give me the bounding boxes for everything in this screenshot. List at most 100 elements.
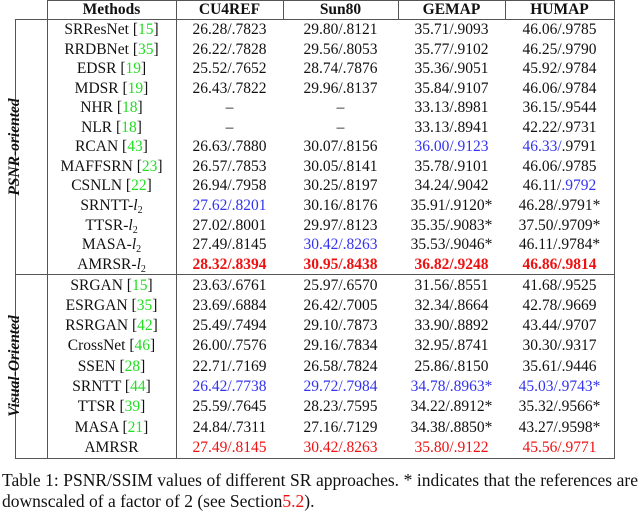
value-cell-sun80: 29.56/.8053 — [303, 40, 378, 58]
method-label: SRNTT — [72, 378, 122, 395]
methods-column-rule — [176, 0, 177, 459]
value-cell-cu4ref: 24.84/.7311 — [192, 418, 267, 436]
results-table: Methods CU4REF Sun80 GEMAP HUMAP PSNR-or… — [6, 0, 615, 459]
citation-link[interactable]: 21 — [127, 418, 144, 436]
value-cell-sun80: 26.58/.7824 — [303, 357, 378, 375]
citation-link[interactable]: 43 — [127, 138, 143, 156]
value-cell-cu4ref: 25.59/.7645 — [192, 398, 267, 416]
citation-link[interactable]: 18 — [122, 99, 138, 117]
table-left-rule — [15, 19, 16, 459]
value-cell-gemap: 35.84/.9107 — [414, 79, 489, 97]
citation-link[interactable]: 23 — [141, 157, 158, 175]
method-label: MAFFSRN — [60, 157, 133, 175]
value-cell-cu4ref: 27.49/.8145 — [192, 438, 267, 456]
citation-link[interactable]: 44 — [130, 378, 146, 395]
value-cell-gemap: 35.78/.9101 — [414, 157, 489, 175]
method-name: SRNTT [44] — [72, 378, 151, 395]
value-cell-cu4ref: – — [225, 118, 234, 136]
value-cell-humap: 43.44/.9707 — [522, 317, 597, 335]
method-label: MASA — [74, 418, 119, 436]
header-cu4ref: CU4REF — [198, 1, 261, 18]
table-caption: Table 1: PSNR/SSIM values of different S… — [2, 470, 638, 512]
value-cell-humap: 35.32/.9566* — [518, 398, 601, 416]
value-cell-sun80: 30.07/.8156 — [303, 138, 378, 156]
value-cell-cu4ref: 23.69/.6884 — [192, 296, 267, 314]
value-cell-humap: 46.25/.9790 — [522, 40, 597, 58]
value-cell-gemap: 35.80/.9122 — [414, 438, 489, 456]
citation-link[interactable]: 46 — [134, 337, 151, 355]
method-name: SRResNet [15] — [64, 21, 159, 38]
method-name: EDSR [19] — [76, 60, 147, 78]
method-label: MDSR — [74, 79, 119, 97]
caption-suffix: ). — [304, 491, 315, 511]
citation-link[interactable]: 15 — [137, 21, 154, 38]
l2-subscript: l2 — [133, 196, 143, 216]
citation-link[interactable]: 35 — [137, 40, 154, 58]
method-name: CrossNet [46] — [67, 337, 156, 355]
value-cell-humap: 42.78/.9669 — [522, 296, 597, 314]
citation-link[interactable]: 35 — [136, 296, 153, 314]
value-cell-humap: 46.06/.9784 — [522, 79, 597, 97]
method-label: SRNTT- — [80, 196, 134, 214]
citation-link[interactable]: 22 — [131, 177, 147, 195]
header-gemap-humap-rule — [505, 0, 506, 19]
value-cell-humap: 46.06/.9785 — [522, 21, 597, 38]
method-name: AMRSR-l2 — [47, 255, 176, 275]
value-cell-gemap: 35.35/.9083* — [410, 216, 493, 234]
value-cell-cu4ref: 26.42/.7738 — [192, 378, 267, 395]
value-cell-sun80: 30.16/.8176 — [303, 196, 378, 214]
value-cell-gemap: 33.13/.8941 — [414, 118, 489, 136]
value-cell-gemap: 34.24/.9042 — [414, 177, 489, 195]
value-cell-cu4ref: 25.49/.7494 — [192, 317, 267, 335]
value-cell-gemap: 34.38/.8850* — [410, 418, 493, 436]
value-cell-humap: 42.22/.9731 — [522, 118, 597, 136]
value-cell-cu4ref: 23.63/.6761 — [192, 276, 267, 294]
citation-link[interactable]: 18 — [121, 118, 137, 136]
method-label: CSNLN — [71, 177, 123, 195]
header-sun80: Sun80 — [319, 1, 362, 18]
header-humap: HUMAP — [530, 1, 589, 18]
value-cell-cu4ref: 26.57/.7853 — [192, 157, 267, 175]
citation-link[interactable]: 42 — [137, 317, 153, 335]
l2-subscript: l2 — [128, 216, 138, 236]
method-label: TTSR — [77, 398, 116, 416]
value-cell-gemap: 34.78/.8963* — [410, 378, 493, 395]
value-cell-sun80: 27.16/.7129 — [303, 418, 378, 436]
citation-link[interactable]: 15 — [131, 276, 148, 294]
value-cell-sun80: – — [336, 99, 345, 117]
value-cell-gemap: 35.36/.9051 — [414, 60, 489, 78]
method-label: TTSR- — [85, 216, 129, 234]
value-cell-humap: 46.28/.9791* — [518, 196, 601, 214]
value-cell-humap: 35.61/.9446 — [522, 357, 597, 375]
citation-link[interactable]: 28 — [124, 357, 141, 375]
citation-link[interactable]: 19 — [127, 79, 144, 97]
value-cell-sun80: 26.42/.7005 — [303, 296, 378, 314]
method-label: RSRGAN — [65, 317, 129, 335]
method-label: NHR — [80, 99, 113, 117]
value-cell-gemap: 35.53/.9046* — [410, 236, 493, 254]
method-name: CSNLN [22] — [71, 177, 152, 195]
value-cell-gemap: 32.34/.8664 — [414, 296, 489, 314]
method-label: ESRGAN — [65, 296, 128, 314]
method-label: CrossNet — [67, 337, 126, 355]
value-cell-sun80: – — [336, 118, 345, 136]
value-cell-cu4ref: 26.00/.7576 — [192, 337, 267, 355]
value-cell-humap: 37.50/.9709* — [518, 216, 601, 234]
section-link[interactable]: 5.2 — [282, 491, 305, 511]
l2-subscript: l2 — [136, 255, 146, 275]
method-label: SSEN — [77, 357, 116, 375]
header-cu4ref-sun80-rule — [283, 0, 284, 19]
value-cell-cu4ref: – — [225, 99, 234, 117]
value-cell-gemap: 35.91/.9120* — [410, 196, 493, 214]
value-cell-sun80: 29.16/.7834 — [303, 337, 378, 355]
value-cell-humap: 43.27/.9598* — [518, 418, 601, 436]
value-cell-cu4ref: 27.49/.8145 — [192, 236, 267, 254]
value-cell-cu4ref: 26.94/.7958 — [192, 177, 267, 195]
group-column-rule — [47, 0, 48, 459]
value-cell-cu4ref: 27.02/.8001 — [192, 216, 267, 234]
group-separator-rule — [15, 274, 614, 275]
citation-link[interactable]: 39 — [124, 398, 141, 416]
method-name: NHR [18] — [80, 99, 143, 117]
citation-link[interactable]: 19 — [125, 60, 142, 78]
method-label: EDSR — [76, 60, 117, 78]
